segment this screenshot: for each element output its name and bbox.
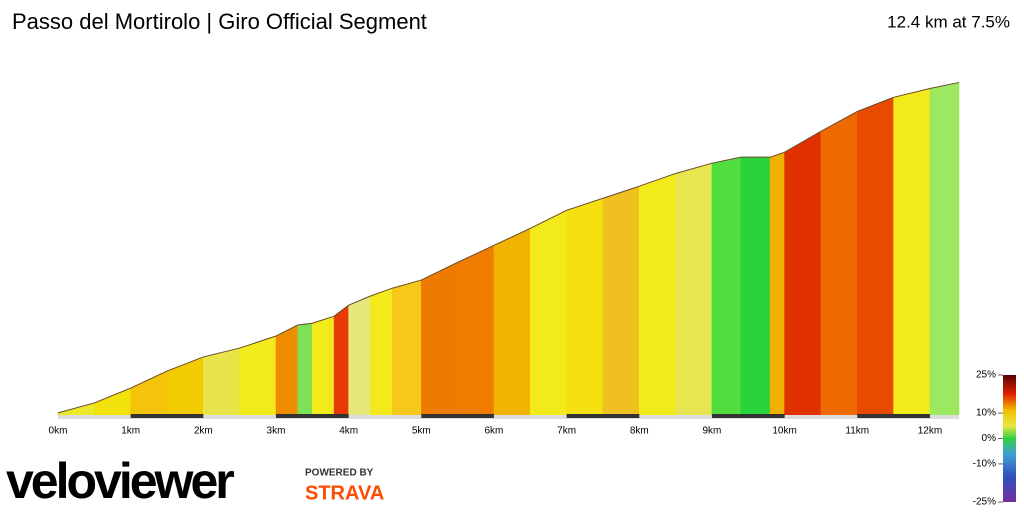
brand-logo: veloviewer [6,453,234,509]
gradient-segment [711,156,742,416]
strava-logo: STRAVA [305,482,384,504]
gradient-segment [239,335,277,416]
gradient-segment [566,197,604,416]
distance-axis [58,415,959,419]
km-band [275,414,349,418]
profile-outline [57,81,960,414]
colorbar-label: 10% [976,408,996,419]
powered-by: POWERED BY [305,468,374,479]
gradient-segment [94,387,131,416]
x-tick-label: 12km [918,426,942,437]
gradient-segment [275,324,299,416]
x-tick-label: 0km [49,426,68,437]
gradient-segment [421,261,458,416]
gradient-segment [493,227,531,416]
gradient-segment [166,356,204,416]
gradient-segment [856,96,894,416]
chart-title: Passo del Mortirolo | Giro Official Segm… [12,9,427,34]
colorbar-label: -25% [973,497,996,508]
gradient-segment [457,244,495,416]
x-tick-label: 7km [557,426,576,437]
gradient-segment [638,173,676,416]
x-tick-label: 4km [339,426,358,437]
x-tick-label: 6km [485,426,504,437]
km-band [421,414,494,418]
gradient-segment [391,279,422,416]
x-tick-label: 9km [702,426,721,437]
km-band [130,414,204,418]
gradient-segment [348,295,371,416]
gradient-segment [297,322,313,416]
colorbar-label: -10% [973,459,996,470]
segment-summary: 12.4 km at 7.5% [887,12,1010,31]
km-band [857,414,930,418]
colorbar-label: 25% [976,370,996,381]
gradient-segment [333,304,349,416]
gradient-segment [929,82,960,416]
gradient-segment [769,151,785,416]
gradient-segment [602,185,640,416]
x-tick-label: 5km [412,426,431,437]
x-tick-label: 1km [121,426,140,437]
gradient-segment [529,209,567,416]
x-tick-label: 8km [630,426,649,437]
km-band [711,414,785,418]
gradient-segment [740,156,771,416]
gradient-segment [203,347,240,416]
colorbar [1003,375,1016,502]
x-tick-label: 10km [772,426,796,437]
gradient-segment [370,287,393,416]
gradient-segment [675,162,713,416]
colorbar-label: 0% [982,433,997,444]
gradient-segment [784,130,822,416]
gradient-segment [893,88,931,416]
x-tick-label: 3km [267,426,286,437]
gradient-segment [130,370,168,416]
km-band [566,414,640,418]
gradient-segment [820,110,858,416]
x-tick-label: 11km [845,426,869,437]
x-tick-label: 2km [194,426,213,437]
gradient-segment [312,315,335,416]
